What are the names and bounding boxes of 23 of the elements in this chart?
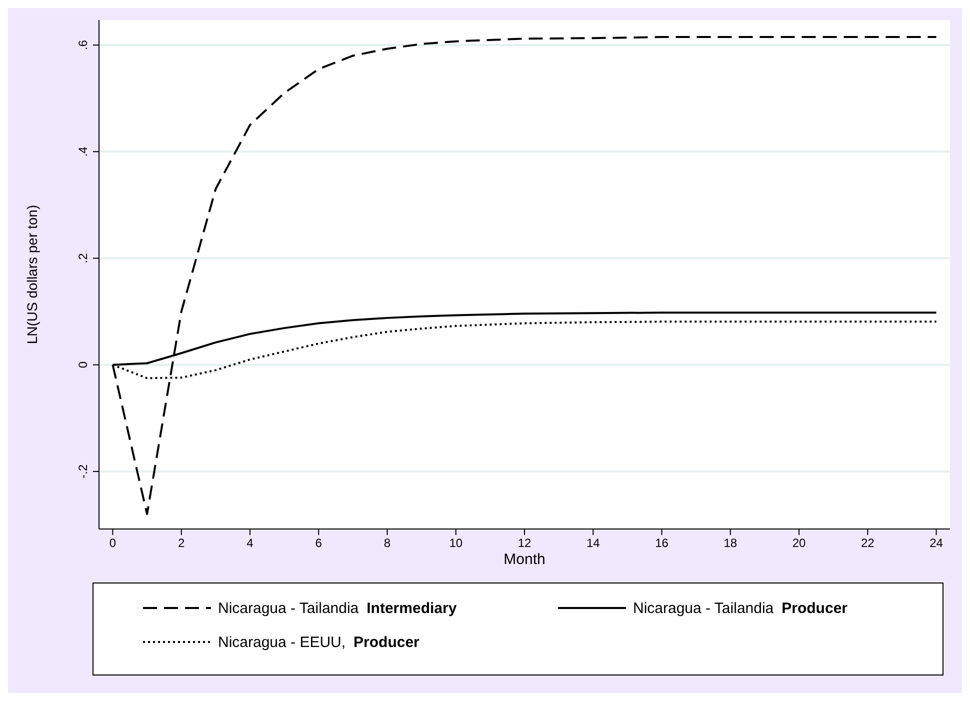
y-tick-label: .4	[76, 146, 90, 157]
x-tick-label: 12	[518, 536, 532, 550]
x-tick-label: 4	[246, 536, 254, 550]
y-tick-label: .6	[76, 40, 90, 50]
x-tick-label: 20	[792, 536, 806, 550]
legend-label: Nicaragua - Tailandia Intermediary	[218, 600, 458, 617]
x-tick-label: 10	[449, 536, 463, 550]
x-tick-label: 14	[586, 536, 600, 550]
x-tick-label: 0	[109, 536, 116, 550]
x-tick-label: 8	[384, 536, 391, 550]
y-tick-label: 0	[76, 361, 90, 368]
x-tick-label: 22	[860, 536, 875, 550]
legend-label: Nicaragua - Tailandia Producer	[633, 600, 848, 617]
x-tick-label: 2	[178, 536, 186, 550]
legend-label: Nicaragua - EEUU, Producer	[218, 634, 420, 651]
x-tick-label: 18	[724, 536, 738, 550]
y-tick-label: .2	[76, 252, 90, 264]
x-tick-label: 24	[930, 536, 944, 550]
y-axis-title: LN(US dollars per ton)	[24, 204, 40, 344]
y-tick-label: -.2	[76, 464, 90, 478]
x-tick-label: 6	[315, 536, 322, 550]
x-axis-title: Month	[504, 551, 546, 568]
x-tick-label: 16	[655, 536, 669, 550]
